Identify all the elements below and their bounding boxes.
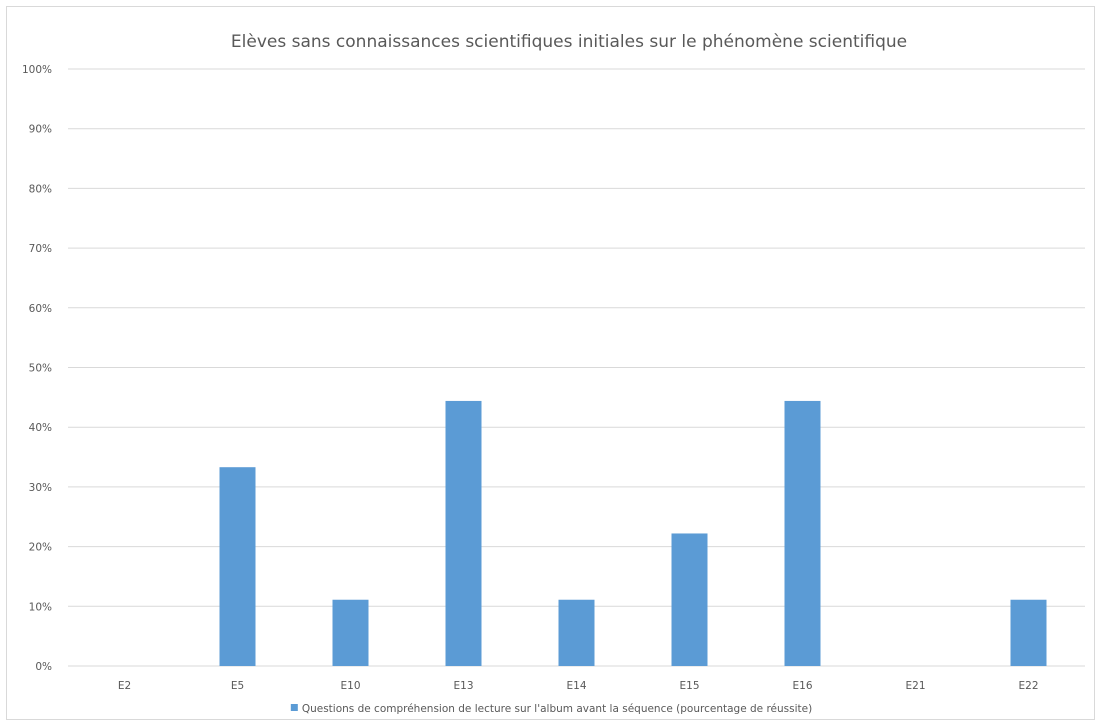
y-tick-label: 50% [29,363,52,375]
bar-e15 [671,533,708,666]
x-tick-label: E15 [680,680,700,692]
y-tick-label: 40% [29,422,52,434]
y-tick-label: 30% [29,482,52,494]
bar-e13 [445,400,482,666]
bar-chart: Elèves sans connaissances scientifiques … [22,32,1085,715]
x-tick-label: E14 [567,680,587,692]
y-tick-label: 10% [29,601,52,613]
bar-e16 [784,400,821,666]
y-tick-label: 0% [35,661,52,673]
y-tick-label: 60% [29,303,52,315]
y-tick-label: 90% [29,124,52,136]
bars [219,400,1047,666]
x-tick-label: E10 [341,680,361,692]
x-tick-label: E13 [454,680,474,692]
x-tick-label: E5 [231,680,244,692]
x-tick-label: E2 [118,680,131,692]
chart-frame: Elèves sans connaissances scientifiques … [6,6,1095,720]
legend: Questions de compréhension de lecture su… [290,703,812,715]
y-axis-ticks: 0% 10% 20% 30% 40% 50% 60% 70% 80% 90% 100% [22,64,52,673]
x-tick-label: E22 [1019,680,1039,692]
bar-e22 [1010,599,1047,666]
legend-label: Questions de compréhension de lecture su… [302,703,812,715]
legend-swatch [290,704,298,711]
x-axis-ticks: E2 E5 E10 E13 E14 E15 E16 E21 E22 [118,680,1039,692]
y-tick-label: 100% [22,64,52,76]
y-tick-label: 70% [29,243,52,255]
x-tick-label: E21 [906,680,926,692]
y-tick-label: 20% [29,542,52,554]
y-tick-label: 80% [29,183,52,195]
bar-e14 [558,599,595,666]
chart-title: Elèves sans connaissances scientifiques … [231,32,907,52]
x-tick-label: E16 [793,680,813,692]
bar-e10 [332,599,369,666]
bar-e5 [219,467,256,666]
